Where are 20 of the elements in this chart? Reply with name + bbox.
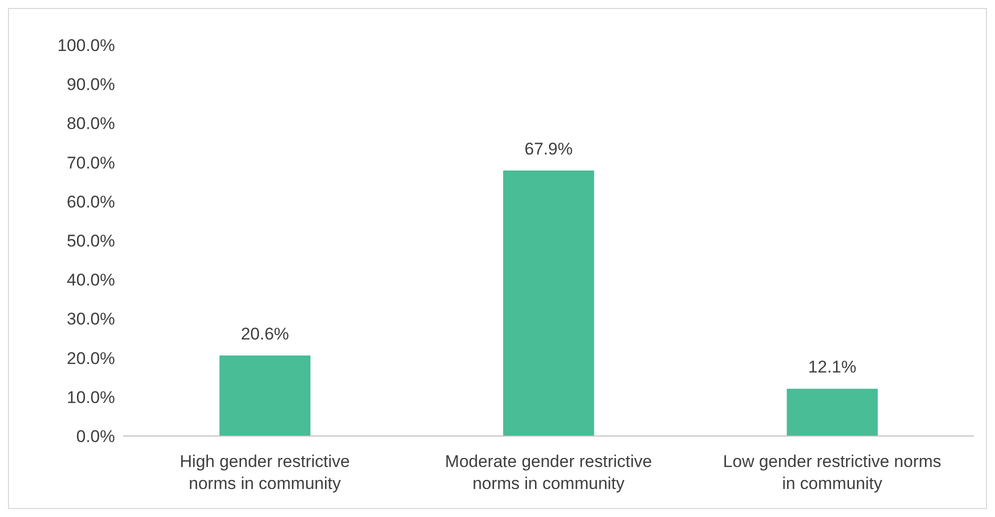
y-tick-label: 90.0% (66, 75, 115, 94)
bar (786, 388, 878, 436)
y-tick-label: 50.0% (66, 232, 115, 251)
y-tick-label: 20.0% (66, 348, 115, 368)
x-tick-label: Low gender restrictive norms in community (723, 452, 942, 493)
y-tick-label: 10.0% (66, 388, 115, 407)
bar (219, 355, 310, 436)
y-tick-label: 0.0% (76, 427, 115, 446)
y-tick-label: 30.0% (66, 310, 115, 329)
y-tick-label: 80.0% (66, 114, 115, 134)
y-tick-label: 100.0% (57, 36, 115, 56)
data-label: 67.9% (524, 140, 573, 159)
data-label: 12.1% (808, 358, 856, 377)
y-tick-label: 60.0% (66, 192, 115, 212)
y-tick-label: 70.0% (66, 153, 115, 172)
y-tick-label: 40.0% (66, 270, 115, 290)
data-label: 20.6% (240, 324, 290, 344)
x-tick-label: Moderate gender restrictive norms in community (445, 452, 652, 493)
bar (503, 170, 594, 436)
x-tick-label: High gender restrictive norms in community (180, 452, 350, 493)
